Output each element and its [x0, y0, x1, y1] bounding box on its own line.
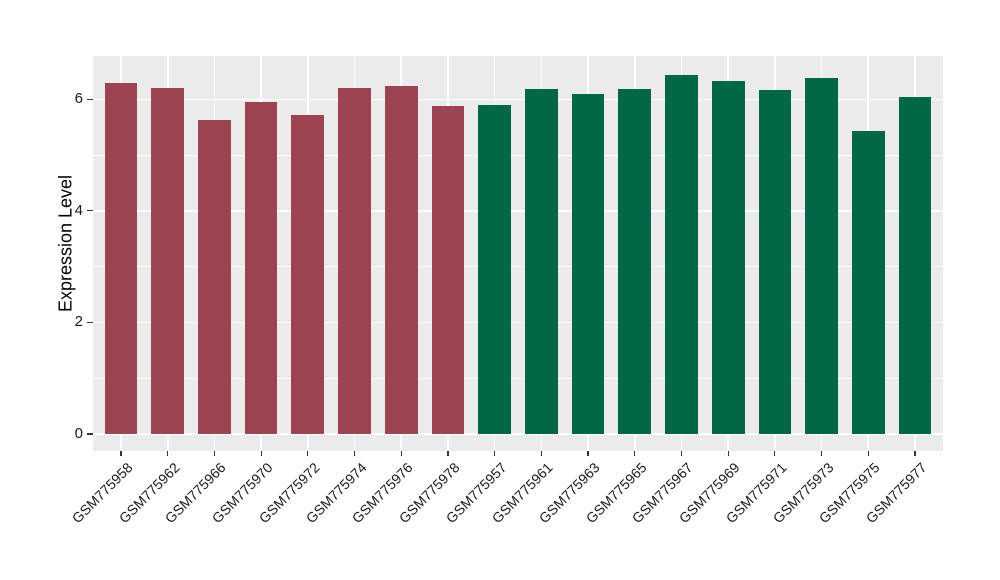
minor-gridline-horizontal [93, 154, 943, 156]
x-axis-tick [680, 451, 683, 456]
minor-gridline-horizontal [93, 377, 943, 379]
bar-GSM775967 [665, 74, 698, 434]
major-gridline-horizontal [93, 98, 943, 101]
bar-GSM775973 [805, 78, 838, 434]
bar-GSM775974 [338, 88, 371, 434]
x-axis-tick [820, 451, 823, 456]
bar-GSM775957 [478, 104, 511, 434]
bar-GSM775976 [384, 86, 418, 434]
x-axis-tick [867, 451, 869, 456]
bar-GSM775965 [618, 88, 652, 434]
y-axis-tick-label: 6 [74, 90, 83, 108]
bar-GSM775969 [711, 81, 745, 434]
y-axis-tick [87, 98, 93, 100]
x-axis-tick [587, 451, 589, 456]
bar-GSM775961 [525, 88, 558, 434]
x-axis-tick [353, 451, 356, 456]
x-axis-tick [634, 451, 636, 456]
bar-GSM775958 [104, 82, 138, 434]
x-axis-tick [400, 451, 402, 456]
x-axis-tick [774, 451, 776, 456]
x-axis-tick [447, 451, 449, 456]
bar-GSM775966 [198, 119, 231, 434]
major-gridline-horizontal [93, 321, 943, 324]
y-axis-tick-label: 2 [74, 313, 83, 331]
y-axis-title: Expression Level [55, 174, 76, 313]
x-axis-tick [120, 451, 122, 456]
major-gridline-horizontal [93, 433, 943, 435]
bar-GSM775962 [151, 88, 185, 434]
x-axis-tick [914, 451, 916, 456]
y-axis-tick [87, 321, 93, 324]
x-axis-tick [540, 451, 542, 456]
x-axis-tick [494, 451, 496, 456]
y-axis-tick [87, 210, 93, 212]
bar-GSM775971 [758, 89, 792, 434]
x-axis-tick [307, 451, 309, 456]
x-axis-tick [727, 451, 729, 456]
bar-GSM775975 [851, 130, 885, 434]
plot-panel [93, 56, 943, 451]
bar-GSM775963 [571, 94, 605, 434]
x-axis-tick [260, 451, 262, 456]
bar-GSM775977 [898, 97, 932, 434]
x-axis-tick [167, 451, 169, 456]
bar-GSM775970 [244, 102, 278, 434]
y-axis-tick-label: 4 [74, 201, 83, 219]
minor-gridline-horizontal [93, 266, 943, 268]
bar-GSM775978 [431, 106, 465, 434]
major-gridline-horizontal [93, 210, 943, 212]
bar-GSM775972 [291, 114, 325, 434]
y-axis-tick-label: 0 [74, 425, 83, 442]
x-axis-tick [213, 451, 216, 456]
y-axis-tick [87, 433, 93, 435]
